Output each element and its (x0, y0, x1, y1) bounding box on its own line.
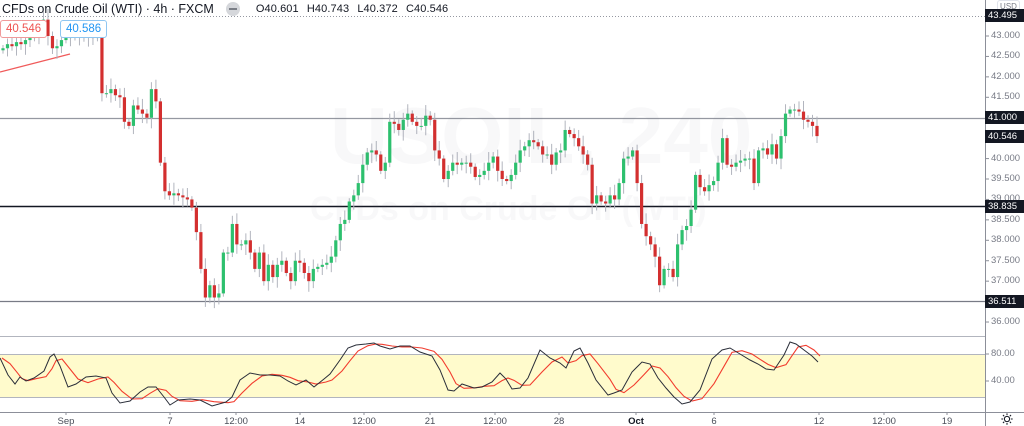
sell-button[interactable]: 40.546 (0, 20, 48, 38)
gear-icon[interactable] (1000, 412, 1014, 426)
price-tick-label: 37.500 (991, 254, 1021, 266)
series-legend: CFDs on Crude Oil (WTI) · 4h · FXCM O40.… (2, 1, 453, 17)
minus-circle-icon[interactable] (225, 2, 240, 16)
time-tick-label: 12:00 (872, 416, 896, 426)
oscillator-tick-label: 80.00 (991, 348, 1015, 359)
price-tick-label: 38.000 (991, 234, 1021, 246)
oscillator-axis-ticks (985, 353, 989, 382)
stoch-k-line (0, 341, 819, 407)
time-tick-label: 28 (553, 416, 565, 426)
price-tick-label: 39.500 (991, 173, 1021, 184)
buy-button[interactable]: 40.586 (60, 20, 108, 38)
time-tick-label: 14 (294, 416, 306, 426)
price-badge-last-price: 40.546 (985, 129, 1024, 143)
time-tick-label: 6 (711, 416, 717, 426)
price-badge-support: 36.511 (985, 294, 1024, 308)
price-tick-label: 42.000 (991, 70, 1021, 82)
price-tick-label: 40.000 (991, 152, 1021, 164)
time-tick-label: 21 (424, 416, 436, 426)
time-axis-ticks (65, 412, 948, 415)
trend-line (0, 53, 71, 73)
price-tick-label: 39.000 (988, 193, 1024, 204)
price-tick-label: 37.000 (991, 275, 1021, 287)
time-tick-label: 7 (167, 416, 173, 426)
time-tick-label: 12:00 (352, 416, 376, 426)
price-badge-support: 38.835 (985, 199, 1024, 213)
candlestick-series (1, 9, 819, 309)
price-tick-label: 43.000 (991, 30, 1021, 41)
price-tick-label: 38.500 (991, 213, 1021, 225)
time-tick-label: Oct (628, 416, 644, 426)
close-value: C40.546 (405, 3, 449, 15)
time-tick-label: Sep (57, 416, 75, 426)
price-tick-label: 42.500 (991, 50, 1021, 62)
time-tick-label: 12:00 (483, 416, 507, 426)
price-tick-label: 36.000 (991, 316, 1021, 328)
price-badge-resistance: 41.000 (985, 111, 1024, 125)
price-tick-label: 41.500 (991, 91, 1021, 103)
time-tick-label: 12 (813, 416, 825, 426)
price-axis-ticks (985, 35, 989, 323)
high-value: H40.743 (306, 3, 350, 15)
oscillator-tick-label: 40.00 (991, 375, 1015, 386)
symbol-title[interactable]: CFDs on Crude Oil (WTI) · 4h · FXCM (2, 2, 214, 16)
open-value: O40.601 (255, 3, 299, 15)
price-badge-high-dotted: 43.495 (985, 9, 1024, 23)
time-tick-label: 19 (941, 416, 953, 426)
stoch-band (0, 354, 985, 397)
low-value: L40.372 (357, 3, 398, 15)
ohlc-values: O40.601 H40.743 L40.372 C40.546 (256, 3, 453, 15)
time-tick-label: 12:00 (224, 416, 248, 426)
